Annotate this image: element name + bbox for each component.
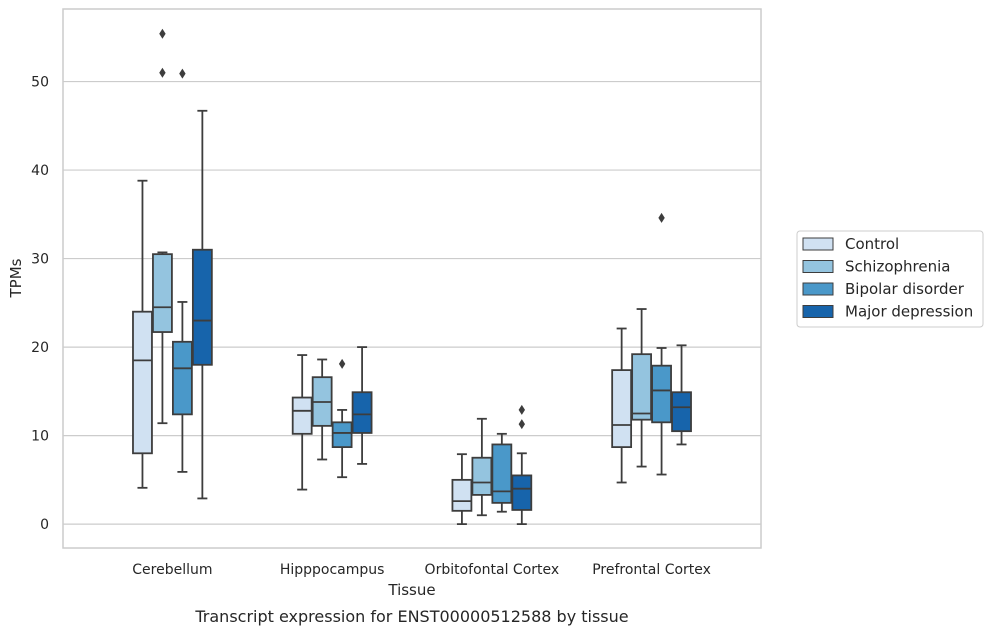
box-bipolar-disorder [651, 212, 672, 476]
y-tick-label: 30 [31, 252, 49, 268]
box-body [511, 474, 533, 511]
box-body [631, 353, 652, 421]
chart-caption: Transcript expression for ENST0000051258… [194, 607, 628, 626]
box-bipolar-disorder [331, 358, 353, 479]
legend-swatch [802, 237, 834, 251]
box-major-depression [191, 109, 213, 500]
box-bipolar-disorder [491, 432, 513, 513]
legend-items: Control Schizophrenia Bipolar disorder Majo… [802, 235, 973, 321]
legend-label: Control [845, 235, 899, 253]
x-tick-label: Orbitofontal Cortex [425, 562, 560, 578]
x-axis-ticks: Cerebellum Hipppocampus Orbitofontal Corte… [132, 562, 711, 578]
legend-swatch [802, 305, 834, 318]
box-schizophrenia [311, 358, 333, 461]
box-body [132, 310, 153, 455]
box-control [291, 354, 313, 491]
x-tick-label: Hipppocampus [280, 562, 385, 578]
box-body [651, 364, 672, 424]
outlier-point [159, 28, 166, 39]
box-body [191, 248, 213, 366]
outlier-point [179, 68, 186, 79]
box-control [451, 453, 473, 526]
y-axis-label: TPMs [7, 258, 25, 298]
outlier-point [338, 358, 346, 369]
box-body [471, 456, 493, 496]
box-body [152, 253, 173, 333]
legend-frame [796, 230, 984, 328]
y-tick-label: 50 [31, 75, 49, 91]
box-body [351, 391, 373, 434]
legend-label: Bipolar disorder [845, 280, 965, 298]
y-axis-ticks: 0 10 20 30 40 50 [31, 75, 49, 534]
y-tick-label: 0 [40, 517, 49, 533]
y-tick-label: 20 [31, 340, 49, 356]
legend: Control Schizophrenia Bipolar disorder Majo… [796, 230, 984, 328]
outlier-point [159, 67, 166, 78]
box-body [331, 421, 353, 449]
box-control [132, 179, 153, 489]
outlier-point [518, 419, 526, 430]
box-schizophrenia [471, 417, 493, 517]
box-major-depression [671, 344, 692, 446]
outlier-point [658, 212, 665, 223]
box-bipolar-disorder [172, 68, 193, 473]
legend-label: Schizophrenia [845, 258, 950, 276]
x-tick-label: Prefrontal Cortex [592, 562, 711, 578]
box-body [611, 369, 633, 449]
box-major-depression [351, 346, 373, 465]
y-tick-label: 40 [31, 163, 49, 179]
legend-label: Major depression [845, 303, 973, 321]
outlier-point [518, 404, 526, 415]
box-body [491, 443, 513, 504]
y-tick-label: 10 [31, 429, 49, 445]
legend-swatch [802, 260, 834, 273]
x-tick-label: Cerebellum [132, 562, 212, 578]
box-body [172, 340, 193, 416]
box-body [671, 391, 692, 433]
plot-area [62, 8, 762, 549]
box-control [611, 327, 633, 484]
boxes [132, 28, 692, 526]
box-body [451, 478, 473, 512]
x-axis-label: Tissue [387, 581, 435, 599]
box-major-depression [511, 404, 533, 526]
box-schizophrenia [152, 28, 173, 425]
box-schizophrenia [631, 308, 652, 468]
legend-swatch [802, 282, 834, 296]
box-body [291, 396, 313, 435]
